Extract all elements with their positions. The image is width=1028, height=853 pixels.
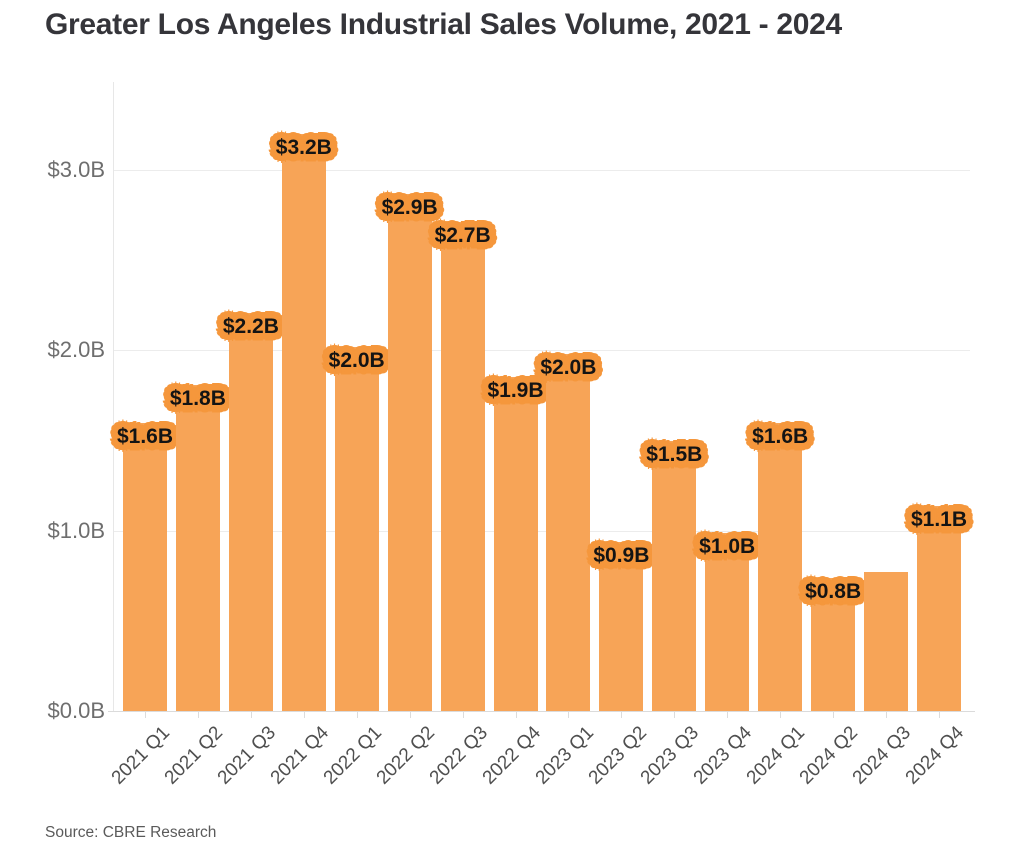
bar-2023-q1: $2.0B xyxy=(540,354,596,711)
x-axis-tick xyxy=(462,712,464,718)
x-axis-label-2024-q4: 2024 Q4 xyxy=(901,722,969,789)
x-axis-tick xyxy=(356,712,358,718)
bar-2023-q2: $0.9B xyxy=(593,541,649,711)
x-axis-label-2022-q4: 2022 Q4 xyxy=(478,722,545,789)
x-axis-label-2024-q1: 2024 Q1 xyxy=(742,722,810,789)
bar-2023-q3: $1.5B xyxy=(646,440,702,711)
x-axis-label-2021-q3: 2021 Q3 xyxy=(213,722,281,789)
x-axis-tick xyxy=(145,712,146,718)
x-axis-tick xyxy=(250,712,252,718)
bar-2022-q3: $2.7B xyxy=(435,222,491,711)
x-axis-tick xyxy=(780,712,782,718)
x-axis-tick xyxy=(727,712,729,718)
bar-value-label-2021-q4: $3.2B xyxy=(275,136,332,159)
y-axis-tick-label: $0.0B xyxy=(47,698,106,723)
bar-value-label-2023-q1: $2.0B xyxy=(540,356,597,379)
x-axis-tick xyxy=(515,712,517,718)
x-axis-tick xyxy=(833,712,835,718)
gridline-3.0b xyxy=(113,170,970,171)
x-axis-tick xyxy=(886,712,887,718)
bar-2022-q4: $1.9B xyxy=(487,377,544,711)
bar-2024-q2: $0.8B xyxy=(805,577,861,711)
bar-2021-q4: $3.2B xyxy=(276,134,332,711)
bar-2024-q1: $1.6B xyxy=(752,422,808,711)
x-axis-label-2021-q2: 2021 Q2 xyxy=(160,722,228,789)
bar-2021-q1: $1.6B xyxy=(117,422,173,711)
y-axis-tick-label: $1.0B xyxy=(47,518,106,543)
bar-2024-q3 xyxy=(864,572,908,711)
gridline-1.0b xyxy=(113,531,970,532)
bar-value-label-2023-q2: $0.9B xyxy=(593,543,650,567)
bar-value-label-2021-q2: $1.8B xyxy=(169,386,226,410)
y-axis-tick-label: $2.0B xyxy=(47,337,106,362)
bar-2021-q3: $2.2B xyxy=(223,312,279,711)
bar-2022-q2: $2.9B xyxy=(382,193,438,711)
bar-2023-q4: $1.0B xyxy=(699,532,755,711)
x-axis-tick xyxy=(303,712,305,718)
bar-value-label-2024-q1: $1.6B xyxy=(752,424,809,448)
x-axis-tick xyxy=(197,712,199,718)
y-axis-tick-label: $3.0B xyxy=(47,157,106,182)
chart-title: Greater Los Angeles Industrial Sales Vol… xyxy=(45,8,842,41)
x-axis-label-2021-q1: 2021 Q1 xyxy=(107,722,175,789)
bar-value-label-2024-q2: $0.8B xyxy=(805,579,862,603)
bar-2021-q2: $1.8B xyxy=(170,384,226,711)
bar-value-label-2022-q2: $2.9B xyxy=(381,195,438,219)
x-axis-label-2023-q4: 2023 Q4 xyxy=(689,722,757,789)
x-axis-tick xyxy=(939,712,940,718)
x-axis-baseline xyxy=(108,711,975,712)
gridline-2.0b xyxy=(113,350,970,351)
bar-value-label-2023-q4: $1.0B xyxy=(699,534,756,558)
x-axis-tick xyxy=(409,712,411,718)
bar-value-label-2022-q4: $1.9B xyxy=(487,379,544,403)
x-axis-tick xyxy=(674,712,676,718)
bar-value-label-2022-q3: $2.7B xyxy=(434,224,491,248)
y-axis-line xyxy=(113,82,114,711)
x-axis-tick xyxy=(568,712,570,718)
x-axis-label-2024-q2: 2024 Q2 xyxy=(795,722,863,789)
x-axis-label-2022-q2: 2022 Q2 xyxy=(372,722,439,789)
bar-value-label-2022-q1: $2.0B xyxy=(328,348,385,372)
x-axis-tick xyxy=(621,712,623,718)
x-axis-label-2022-q1: 2022 Q1 xyxy=(319,722,386,789)
x-axis-label-2021-q4: 2021 Q4 xyxy=(266,722,333,789)
bar-value-label-2023-q3: $1.5B xyxy=(646,442,703,466)
source-note: Source: CBRE Research xyxy=(45,824,217,841)
bar-value-label-2024-q4: $1.1B xyxy=(910,507,968,531)
bar-2024-q4: $1.1B xyxy=(911,505,967,711)
bar-2022-q1: $2.0B xyxy=(329,346,385,711)
x-axis-label-2022-q3: 2022 Q3 xyxy=(425,722,492,789)
bar-value-label-2021-q3: $2.2B xyxy=(222,314,279,338)
x-axis-label-2024-q3: 2024 Q3 xyxy=(848,722,916,789)
bar-value-label-2021-q1: $1.6B xyxy=(116,424,174,448)
